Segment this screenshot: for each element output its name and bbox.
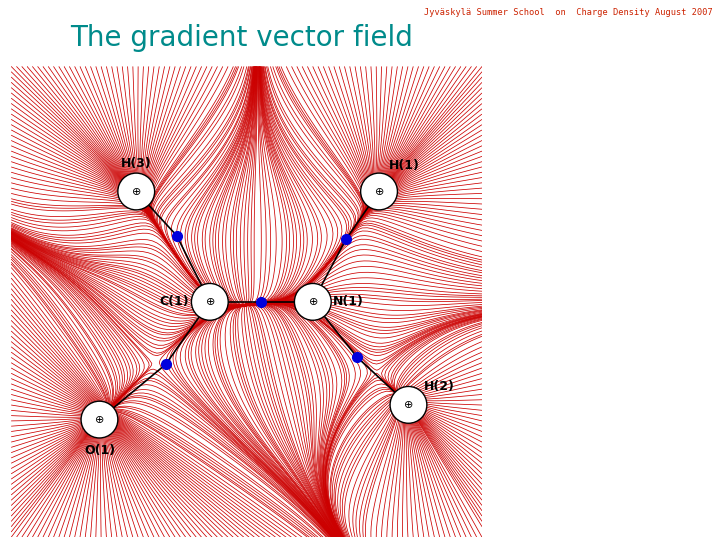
Text: associated with the another: associated with the another <box>497 104 672 113</box>
Text: bond critical point (shown: bond critical point (shown <box>497 154 666 165</box>
Text: zero flux surface.: zero flux surface. <box>497 355 614 366</box>
Text: terminate at infinity. These: terminate at infinity. These <box>497 279 679 289</box>
Text: Jyväskylä Summer School  on  Charge Density August 2007: Jyväskylä Summer School on Charge Densit… <box>424 8 713 17</box>
Text: H(2): H(2) <box>424 380 455 393</box>
Text: are part of a family of: are part of a family of <box>497 305 647 314</box>
Text: These special paths are: These special paths are <box>497 78 647 88</box>
Text: to the surface. This surface: to the surface. This surface <box>497 457 679 467</box>
Circle shape <box>81 401 118 438</box>
Text: $\oplus$: $\oplus$ <box>204 296 215 307</box>
Text: quantum topological: quantum topological <box>497 534 621 540</box>
Text: defines a sub-space - the: defines a sub-space - the <box>497 508 660 518</box>
Circle shape <box>390 387 427 423</box>
Circle shape <box>118 173 155 210</box>
Circle shape <box>361 173 397 210</box>
Text: Two other trajectories: Two other trajectories <box>497 228 640 238</box>
Text: encloses each atom and: encloses each atom and <box>497 482 640 492</box>
Text: $\oplus$: $\oplus$ <box>94 414 104 425</box>
Text: $\oplus$: $\oplus$ <box>307 296 318 307</box>
Text: O(1): O(1) <box>84 444 115 457</box>
Text: The gradient vector field: The gradient vector field <box>70 24 413 52</box>
Text: $\oplus$: $\oplus$ <box>374 186 384 197</box>
Text: in blue): in blue) <box>497 180 549 190</box>
Text: leave the critical point and: leave the critical point and <box>497 254 679 264</box>
Text: H(3): H(3) <box>121 157 152 170</box>
Text: $\oplus$: $\oplus$ <box>403 400 413 410</box>
Circle shape <box>192 284 228 320</box>
Circle shape <box>294 284 331 320</box>
Text: topological object, the: topological object, the <box>497 129 647 139</box>
Text: The scalar product of ∇ρ(r): The scalar product of ∇ρ(r) <box>497 406 672 416</box>
Text: $\oplus$: $\oplus$ <box>131 186 141 197</box>
Text: ∇ρ(r)•n(r) = 0: ∇ρ(r)•n(r) = 0 <box>497 381 640 391</box>
Text: H(1): H(1) <box>390 159 420 172</box>
Text: C(1): C(1) <box>160 295 189 308</box>
Text: N(1): N(1) <box>333 295 364 308</box>
Text: with n(r) the vector normal: with n(r) the vector normal <box>497 431 672 442</box>
Text: trajectories defining the: trajectories defining the <box>497 330 660 340</box>
